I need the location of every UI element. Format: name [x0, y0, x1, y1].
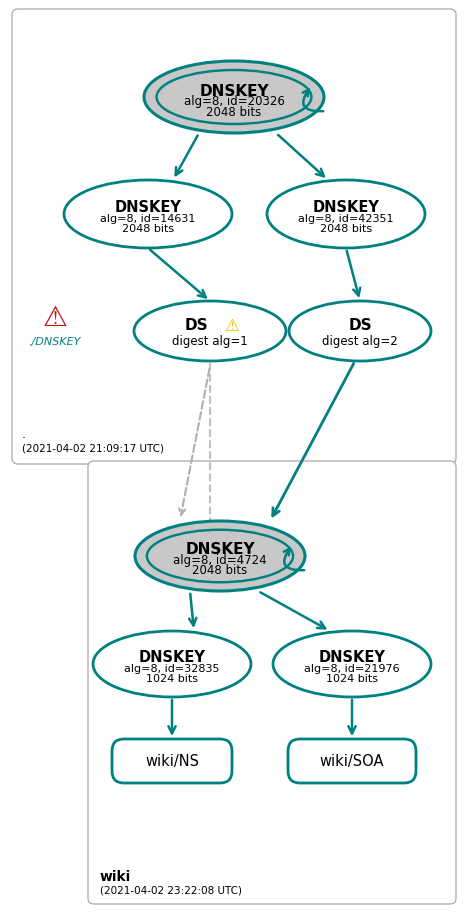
FancyBboxPatch shape — [288, 739, 416, 783]
Text: 2048 bits: 2048 bits — [320, 223, 372, 233]
Text: wiki/SOA: wiki/SOA — [320, 754, 384, 768]
Text: alg=8, id=42351: alg=8, id=42351 — [298, 214, 394, 223]
Text: 2048 bits: 2048 bits — [122, 223, 174, 233]
Ellipse shape — [64, 181, 232, 249]
Ellipse shape — [134, 301, 286, 361]
Ellipse shape — [267, 181, 425, 249]
Text: 1024 bits: 1024 bits — [326, 674, 378, 683]
Text: DNSKEY: DNSKEY — [319, 650, 386, 664]
Text: wiki/NS: wiki/NS — [145, 754, 199, 768]
Ellipse shape — [273, 631, 431, 698]
FancyBboxPatch shape — [12, 10, 456, 464]
Ellipse shape — [289, 301, 431, 361]
Text: alg=8, id=20326: alg=8, id=20326 — [183, 96, 285, 108]
Text: DNSKEY: DNSKEY — [199, 84, 269, 98]
Text: (2021-04-02 23:22:08 UTC): (2021-04-02 23:22:08 UTC) — [100, 885, 242, 895]
Ellipse shape — [93, 631, 251, 698]
Text: digest alg=1: digest alg=1 — [172, 335, 248, 348]
Text: 2048 bits: 2048 bits — [192, 564, 248, 577]
Text: DNSKEY: DNSKEY — [139, 650, 205, 664]
Text: ⚠: ⚠ — [225, 317, 240, 335]
Text: DS: DS — [348, 318, 372, 333]
Text: wiki: wiki — [100, 869, 131, 883]
Text: DNSKEY: DNSKEY — [115, 200, 182, 215]
Text: ⚠: ⚠ — [43, 303, 67, 332]
FancyBboxPatch shape — [112, 739, 232, 783]
Text: 2048 bits: 2048 bits — [206, 106, 262, 119]
Text: DNSKEY: DNSKEY — [185, 542, 255, 557]
Text: alg=8, id=4724: alg=8, id=4724 — [173, 554, 267, 567]
Text: digest alg=2: digest alg=2 — [322, 335, 398, 348]
Text: alg=8, id=32835: alg=8, id=32835 — [124, 664, 220, 674]
Text: alg=8, id=14631: alg=8, id=14631 — [100, 214, 196, 223]
Text: ./DNSKEY: ./DNSKEY — [29, 336, 81, 346]
Text: DS: DS — [184, 318, 208, 333]
Text: alg=8, id=21976: alg=8, id=21976 — [304, 664, 400, 674]
Ellipse shape — [144, 62, 324, 134]
Text: (2021-04-02 21:09:17 UTC): (2021-04-02 21:09:17 UTC) — [22, 444, 164, 453]
Ellipse shape — [135, 521, 305, 591]
FancyBboxPatch shape — [88, 461, 456, 904]
Text: DNSKEY: DNSKEY — [313, 200, 380, 215]
Text: 1024 bits: 1024 bits — [146, 674, 198, 683]
Text: .: . — [22, 428, 26, 441]
